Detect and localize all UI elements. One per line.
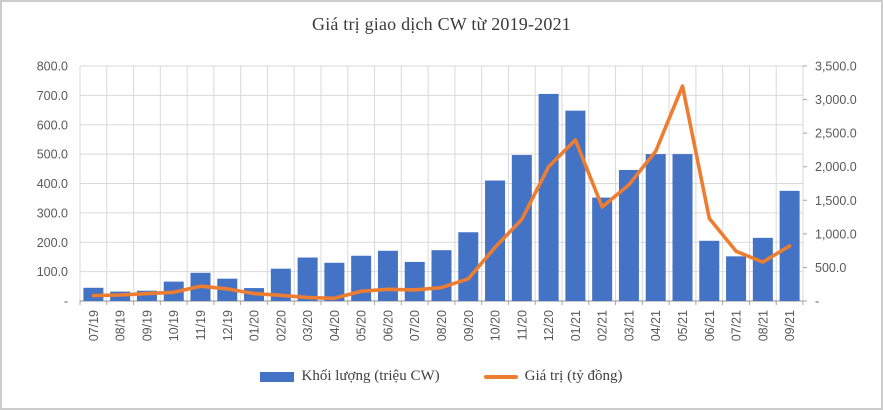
- x-axis-label: 07/21: [730, 310, 744, 341]
- legend-label-value: Giá trị (tỷ đồng): [524, 368, 623, 384]
- x-axis-label: 06/21: [703, 310, 717, 341]
- legend: Khối lượng (triệu CW) Giá trị (tỷ đồng): [2, 368, 881, 385]
- bar: [645, 154, 666, 301]
- bar: [618, 169, 639, 301]
- x-axis-label: 12/20: [542, 310, 556, 341]
- bar-series-swatch: [260, 371, 295, 382]
- left-axis-tick-label: 100.0: [37, 265, 68, 279]
- left-axis-tick-label: 700.0: [37, 89, 68, 103]
- legend-item-value: Giá trị (tỷ đồng): [483, 368, 623, 385]
- x-axis-label: 10/20: [489, 310, 503, 341]
- right-axis-tick-label: 1,500.0: [815, 194, 857, 208]
- x-axis-label: 09/19: [140, 310, 154, 341]
- left-axis-tick-label: 800.0: [37, 60, 68, 74]
- bar: [752, 237, 773, 301]
- bar: [699, 240, 720, 301]
- x-axis-label: 01/21: [569, 310, 583, 341]
- x-axis-label: 07/19: [87, 310, 101, 341]
- x-axis-label: 12/19: [221, 310, 235, 341]
- x-axis-label: 09/20: [462, 310, 476, 341]
- x-axis-label: 11/20: [515, 310, 529, 340]
- bar: [511, 155, 532, 301]
- x-axis-label: 06/20: [381, 310, 395, 341]
- x-axis-label: 03/21: [622, 310, 636, 341]
- plot-area: - 100.0 200.0 300.0 400.0 500.0 600.0 700.0 800.…: [37, 60, 857, 342]
- bar: [592, 197, 613, 301]
- right-axis-tick-label: 3,500.0: [815, 60, 857, 74]
- bar: [726, 256, 747, 301]
- right-axis-tick-label: 2,500.0: [815, 127, 857, 141]
- bar: [431, 250, 452, 301]
- x-axis-label: 02/21: [596, 310, 610, 341]
- right-axis-tick-label: -: [815, 295, 819, 309]
- x-axis-label: 05/20: [355, 310, 369, 341]
- left-axis-tick-label: 600.0: [37, 118, 68, 132]
- left-axis-tick-label: 400.0: [37, 177, 68, 191]
- bar: [458, 232, 479, 301]
- x-axis-label: 08/21: [756, 310, 770, 341]
- right-axis-tick-label: 2,000.0: [815, 160, 857, 174]
- x-axis-label: 05/21: [676, 310, 690, 341]
- bar: [324, 262, 345, 301]
- x-axis-label: 01/20: [248, 310, 262, 341]
- legend-label-volume: Khối lượng (triệu CW): [301, 368, 440, 384]
- x-axis-label: 09/21: [783, 310, 797, 341]
- right-axis-tick-label: 500.0: [815, 261, 846, 275]
- chart-title: Giá trị giao dịch CW từ 2019-2021: [312, 14, 571, 34]
- legend-item-volume: Khối lượng (triệu CW): [260, 368, 440, 385]
- bar: [538, 93, 559, 301]
- bar: [136, 290, 157, 301]
- left-axis-tick-label: 200.0: [37, 236, 68, 250]
- left-axis-tick-label: -: [64, 295, 68, 309]
- right-axis-tick-label: 1,000.0: [815, 227, 857, 241]
- x-axis-label: 04/21: [649, 310, 663, 341]
- bar: [270, 268, 291, 301]
- bar: [485, 180, 506, 301]
- x-axis-label: 03/20: [301, 310, 315, 341]
- left-axis-tick-label: 300.0: [37, 206, 68, 220]
- right-axis-tick-label: 3,000.0: [815, 93, 857, 107]
- x-axis-label: 08/19: [114, 310, 128, 341]
- bar: [404, 261, 425, 301]
- bar: [565, 110, 586, 302]
- x-axis-label: 08/20: [435, 310, 449, 341]
- bar: [297, 257, 318, 301]
- x-axis-label: 11/19: [194, 310, 208, 340]
- left-axis-tick-label: 500.0: [37, 148, 68, 162]
- value-line: [91, 84, 792, 301]
- bar: [672, 154, 693, 301]
- bar: [377, 250, 398, 301]
- x-axis-label: 04/20: [328, 310, 342, 341]
- line-series-swatch: [483, 374, 518, 379]
- x-axis-label: 02/20: [274, 310, 288, 341]
- x-axis-label: 07/20: [408, 310, 422, 341]
- x-axis-label: 10/19: [167, 310, 181, 341]
